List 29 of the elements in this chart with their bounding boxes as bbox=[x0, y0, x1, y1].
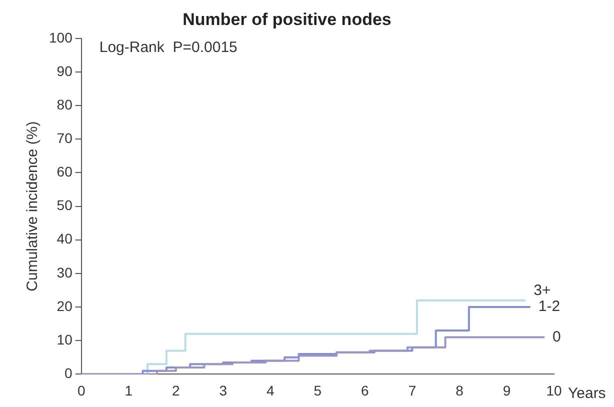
y-tick-label: 60 bbox=[56, 164, 73, 180]
x-tick-label: 6 bbox=[361, 382, 370, 398]
y-tick-label: 100 bbox=[49, 29, 73, 46]
series-label: 3+ bbox=[534, 282, 551, 300]
y-tick-label: 90 bbox=[56, 62, 73, 79]
y-tick-label: 10 bbox=[56, 331, 73, 348]
x-axis-title: Years bbox=[568, 384, 606, 402]
x-tick-label: 5 bbox=[314, 382, 322, 398]
y-tick-label: 0 bbox=[64, 365, 73, 382]
annotation: Log-Rank P=0.0015 bbox=[99, 39, 238, 56]
series-label: 1-2 bbox=[538, 298, 560, 316]
y-tick-label: 40 bbox=[56, 230, 73, 247]
x-tick-label: 2 bbox=[172, 382, 180, 398]
y-tick-label: 50 bbox=[56, 197, 73, 214]
y-tick-label: 30 bbox=[56, 264, 73, 280]
x-tick-label: 3 bbox=[219, 382, 228, 398]
x-tick-label: 7 bbox=[408, 382, 416, 398]
x-tick-label: 1 bbox=[124, 382, 133, 398]
series-label: 0 bbox=[552, 328, 561, 346]
x-tick-label: 8 bbox=[456, 382, 464, 398]
y-tick-label: 20 bbox=[56, 298, 73, 314]
x-tick-label: 4 bbox=[266, 382, 275, 398]
x-tick-label: 9 bbox=[502, 382, 511, 398]
chart-title: Number of positive nodes bbox=[182, 10, 392, 29]
x-tick-label: 10 bbox=[546, 382, 562, 398]
x-tick-label: 0 bbox=[77, 382, 86, 398]
y-tick-label: 70 bbox=[56, 130, 73, 146]
y-axis-title: Cumulative incidence (%) bbox=[24, 121, 42, 292]
y-tick-label: 80 bbox=[56, 96, 73, 112]
